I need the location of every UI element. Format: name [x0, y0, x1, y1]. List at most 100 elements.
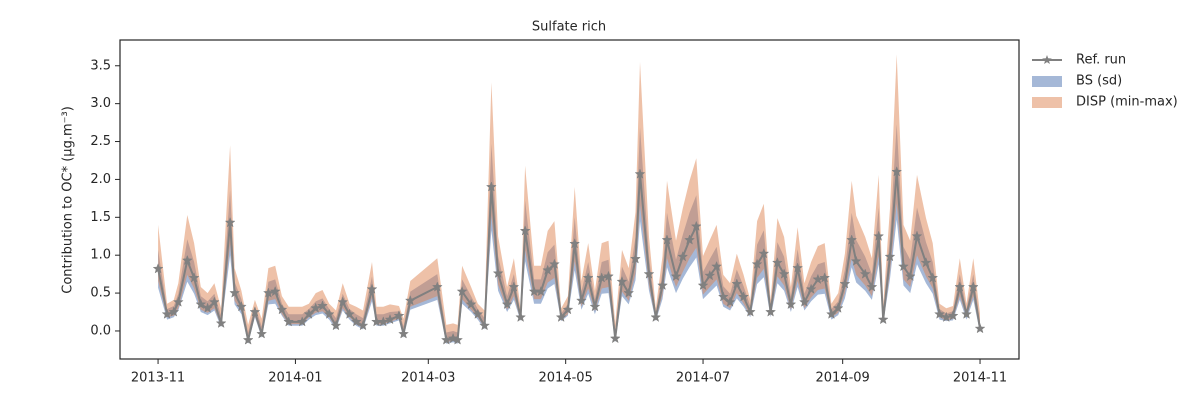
ref-marker: [398, 328, 409, 339]
legend-marker: [1042, 55, 1052, 64]
ref-marker: [479, 319, 491, 331]
ref-marker: [350, 316, 362, 327]
ref-marker: [519, 225, 531, 236]
ref-marker: [792, 262, 804, 273]
ref-marker: [296, 316, 308, 327]
ref-marker: [603, 270, 614, 282]
ref-marker: [269, 285, 281, 297]
ref-marker: [904, 270, 916, 282]
y-tick-label: 1.0: [90, 248, 111, 263]
ref-marker: [630, 253, 641, 264]
ref-marker: [208, 296, 220, 307]
ref-marker: [589, 300, 601, 312]
ref-marker: [242, 334, 254, 345]
ref-marker: [785, 298, 797, 310]
ref-marker: [704, 269, 716, 281]
ref-marker: [947, 310, 959, 321]
ref-marker: [188, 272, 200, 283]
ref-marker: [623, 287, 635, 298]
ref-marker: [832, 302, 844, 313]
ref-marker: [465, 298, 477, 310]
ref-marker: [711, 260, 722, 272]
ref-marker: [850, 255, 862, 266]
ref-marker: [724, 296, 736, 307]
ref-marker: [677, 250, 689, 262]
y-tick-label: 2.0: [90, 172, 111, 187]
ref-marker: [515, 311, 527, 322]
ref-marker: [873, 230, 885, 241]
ref-marker: [661, 234, 673, 245]
ref-marker: [562, 303, 574, 315]
ref-marker: [485, 181, 497, 192]
ref-marker: [357, 319, 369, 331]
ref-marker: [650, 311, 662, 323]
ref-marker: [168, 306, 180, 317]
ref-marker: [877, 313, 889, 325]
ref-marker: [891, 166, 903, 177]
ref-marker: [805, 283, 817, 294]
ref-marker: [172, 296, 184, 307]
ref-marker: [954, 281, 966, 292]
ref-marker: [202, 302, 214, 313]
ref-marker: [215, 317, 227, 328]
ref-marker: [859, 268, 871, 279]
legend-patch: [1032, 76, 1062, 87]
chart-title: Sulfate rich: [532, 20, 606, 35]
ref-marker: [866, 281, 878, 292]
ref-marker: [609, 332, 621, 344]
ref-marker: [384, 313, 396, 325]
ref-marker: [717, 291, 729, 302]
y-axis-label: Contribution to OC* (μg.m⁻³): [61, 106, 76, 294]
ref-marker: [276, 303, 288, 315]
ref-marker: [690, 220, 702, 231]
ref-marker: [839, 278, 851, 289]
ref-marker: [927, 272, 939, 283]
ref-marker: [235, 300, 247, 312]
ref-marker: [738, 291, 749, 302]
ref-marker: [670, 270, 682, 282]
ref-marker: [404, 294, 416, 306]
ref-marker: [535, 285, 547, 297]
ref-marker: [884, 250, 896, 262]
ref-line: [157, 170, 981, 342]
x-tick-label: 2013-11: [131, 371, 185, 386]
ref-marker: [283, 316, 295, 327]
ref-marker: [224, 216, 236, 228]
plot-frame: [119, 39, 1020, 360]
ref-marker: [758, 247, 770, 259]
ref-marker: [657, 279, 668, 291]
x-tick-label: 2014-01: [268, 371, 322, 386]
ref-marker: [330, 319, 342, 331]
ref-marker: [501, 298, 513, 310]
ref-marker: [771, 257, 783, 268]
ref-marker: [366, 283, 378, 294]
legend-patch: [1032, 97, 1062, 108]
ref-marker: [846, 234, 858, 245]
ref-marker: [549, 258, 560, 269]
ref-marker: [576, 294, 587, 306]
ref-marker: [920, 257, 932, 268]
x-tick-label: 2014-03: [401, 371, 455, 386]
ref-marker: [697, 279, 709, 291]
y-tick-label: 1.5: [90, 210, 111, 225]
y-tick-label: 0.0: [90, 323, 111, 338]
ref-marker: [195, 298, 207, 310]
y-tick-label: 3.5: [90, 58, 111, 73]
legend-label: Ref. run: [1076, 53, 1126, 68]
ref-marker: [684, 234, 695, 245]
ref-marker: [555, 311, 567, 322]
y-tick-label: 2.5: [90, 134, 111, 149]
ref-marker: [911, 230, 923, 241]
ref-marker: [431, 281, 443, 292]
ref-marker: [819, 272, 831, 283]
x-tick-label: 2014-11: [953, 371, 1007, 386]
x-tick-label: 2014-09: [816, 371, 870, 386]
ref-marker: [765, 306, 777, 317]
x-tick-label: 2014-05: [539, 371, 593, 386]
ref-marker: [377, 316, 389, 327]
ref-marker: [744, 306, 756, 317]
ref-marker: [492, 267, 504, 278]
ref-marker: [229, 287, 241, 298]
ref-marker: [634, 168, 646, 179]
y-tick-label: 0.5: [90, 286, 111, 301]
